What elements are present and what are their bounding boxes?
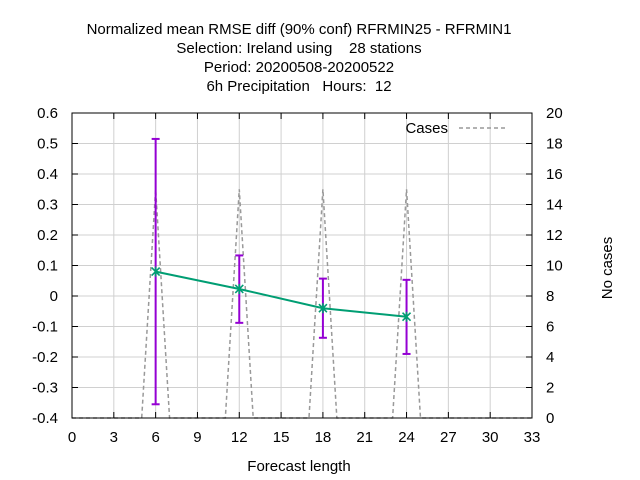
chart-title: Normalized mean RMSE diff (90% conf) RFR… xyxy=(87,21,512,95)
y2-tick-label: 16 xyxy=(546,166,563,183)
y2-tick-label: 12 xyxy=(546,227,563,244)
y-tick-label: -0.1 xyxy=(32,319,58,336)
x-tick-label: 27 xyxy=(440,429,457,446)
y-tick-label: 0.2 xyxy=(37,227,58,244)
y2-tick-label: 4 xyxy=(546,349,554,366)
cases-series xyxy=(72,189,532,419)
y2-tick-label: 6 xyxy=(546,319,554,336)
y-tick-label: 0 xyxy=(50,288,58,305)
y-tick-label: 0.4 xyxy=(37,166,58,183)
y2-tick-label: 10 xyxy=(546,258,563,275)
title-line: Period: 20200508-20200522 xyxy=(204,59,394,76)
y2-tick-label: 2 xyxy=(546,380,554,397)
y2-tick-label: 18 xyxy=(546,136,563,153)
y2-tick-label: 20 xyxy=(546,105,563,122)
right-axis-label: No cases xyxy=(599,237,616,300)
legend: Cases xyxy=(405,120,506,137)
x-tick-label: 6 xyxy=(151,429,159,446)
y-tick-label: -0.2 xyxy=(32,349,58,366)
x-tick-label: 21 xyxy=(356,429,373,446)
title-line: Normalized mean RMSE diff (90% conf) RFR… xyxy=(87,21,512,38)
cases-line xyxy=(72,189,532,419)
x-tick-label: 18 xyxy=(315,429,332,446)
x-tick-label: 33 xyxy=(524,429,541,446)
y-tick-label: -0.4 xyxy=(32,410,58,427)
x-tick-label: 24 xyxy=(398,429,415,446)
y-tick-label: 0.6 xyxy=(37,105,58,122)
data-point xyxy=(401,311,412,322)
grid-lines xyxy=(72,113,532,418)
y2-tick-label: 0 xyxy=(546,410,554,427)
y2-tick-label: 8 xyxy=(546,288,554,305)
title-line: 6h Precipitation Hours: 12 xyxy=(206,78,391,95)
data-point xyxy=(234,283,244,294)
x-tick-label: 30 xyxy=(482,429,499,446)
x-tick-label: 0 xyxy=(68,429,76,446)
x-axis-label: Forecast length xyxy=(247,458,350,475)
title-line: Selection: Ireland using 28 stations xyxy=(176,40,421,57)
x-tick-label: 15 xyxy=(273,429,290,446)
data-point xyxy=(318,303,328,314)
legend-label: Cases xyxy=(405,120,448,137)
rmse-diff-series xyxy=(151,137,412,406)
y-tick-label: 0.1 xyxy=(37,258,58,275)
y-tick-label: -0.3 xyxy=(32,380,58,397)
data-point xyxy=(151,266,161,277)
x-tick-label: 3 xyxy=(110,429,118,446)
axes: 0 3 6 9 12 15 18 21 24 27 30 33-0.4-0.3-0.2-0.100.1… xyxy=(32,105,563,446)
y2-tick-label: 14 xyxy=(546,197,563,214)
y-tick-label: 0.3 xyxy=(37,197,58,214)
x-tick-label: 12 xyxy=(231,429,248,446)
x-tick-label: 9 xyxy=(193,429,201,446)
y-tick-label: 0.5 xyxy=(37,136,58,153)
rmse-diff-line xyxy=(155,270,407,318)
